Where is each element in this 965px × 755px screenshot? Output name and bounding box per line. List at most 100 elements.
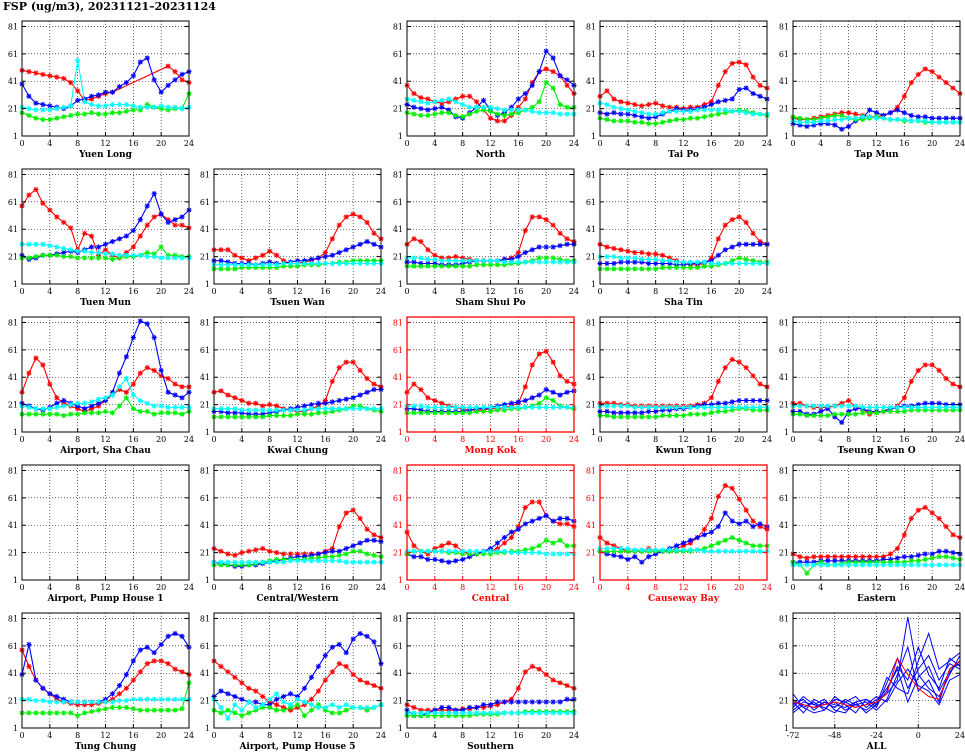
southern-cyan-point-4 [432, 710, 438, 716]
airport-sha-chau-green-point-13 [109, 410, 116, 416]
yuen-long-blue-point-10 [88, 93, 95, 99]
airport-pump-house-1-ytick-label-1: 21 [8, 549, 18, 558]
eastern-cyan-point-2 [804, 562, 810, 568]
tsuen-wan-green-point-2 [225, 266, 231, 272]
tai-po-green-point-5 [632, 119, 638, 125]
causeway-bay-green-point-3 [618, 548, 624, 554]
sha-tin-red-point-4 [625, 248, 631, 254]
tseung-kwan-o-cyan-point-16 [901, 404, 907, 410]
tung-chung-green-point-12 [102, 706, 109, 712]
north-red-point-7 [453, 96, 459, 102]
tung-chung-blue-point-6 [61, 696, 67, 702]
yuen-long-green-point-13 [109, 110, 116, 116]
sham-shui-po-xtick-label-4: 16 [513, 287, 523, 296]
tseung-kwan-o-green-point-12 [873, 410, 880, 416]
tap-mun-cyan-point-14 [887, 116, 894, 123]
eastern-cyan-point-20 [929, 562, 935, 568]
tsuen-wan-cyan-point-1 [218, 262, 224, 268]
tuen-mun-cyan-point-10 [88, 249, 95, 256]
north-red-point-6 [446, 99, 452, 105]
kwai-chung-station-label: Kwai Chung [267, 446, 329, 456]
airport-pump-house-5-green-point-7 [260, 704, 266, 711]
tung-chung-blue-point-22 [172, 630, 178, 637]
yuen-long-blue-point-14 [116, 84, 123, 90]
airport-sha-chau-blue-point-11 [95, 400, 102, 406]
sha-tin-blue-point-7 [646, 260, 652, 267]
airport-sha-chau-green-point-17 [137, 408, 143, 415]
north-blue-point-14 [501, 110, 508, 116]
southern-blue-point-11 [480, 702, 487, 708]
sham-shui-po-cyan-point-16 [515, 259, 521, 265]
kwai-chung-cyan-point-6 [253, 407, 259, 413]
airport-pump-house-5-green-point-3 [232, 710, 238, 716]
yuen-long-cyan-point-7 [68, 103, 74, 109]
mong-kok-green-point-19 [536, 400, 542, 406]
yuen-long-green-point-3 [40, 116, 46, 123]
airport-sha-chau-ytick-label-2: 41 [8, 373, 18, 382]
mong-kok-cyan-point-7 [453, 404, 459, 410]
tai-po-cyan-point-22 [750, 111, 756, 117]
kwun-tong-xtick-label-4: 16 [706, 435, 716, 444]
mong-kok-green-point-10 [473, 408, 480, 415]
causeway-bay-cyan-point-2 [611, 545, 617, 552]
tung-chung-blue-point-5 [54, 693, 60, 700]
airport-sha-chau-blue-point-21 [165, 389, 171, 395]
north-red-point-9 [467, 93, 473, 99]
sham-shui-po-red-point-5 [439, 255, 445, 261]
tai-po-blue-point-15 [701, 104, 707, 110]
tseung-kwan-o-blue-point-6 [832, 414, 838, 420]
sham-shui-po-blue-point-8 [460, 260, 466, 267]
airport-pump-house-5-cyan-point-7 [260, 702, 266, 708]
tung-chung-red-point-22 [172, 666, 178, 672]
all-series-blue-2 [792, 617, 961, 714]
airport-sha-chau-cyan-point-23 [179, 404, 185, 410]
yuen-long-cyan-point-1 [26, 106, 32, 112]
kwai-chung-red-point-3 [232, 395, 238, 401]
airport-sha-chau-ytick-label-3: 61 [8, 346, 18, 355]
tap-mun-green-point-3 [811, 116, 817, 123]
airport-pump-house-5-green-point-18 [336, 710, 342, 716]
causeway-bay-blue-point-2 [611, 552, 617, 558]
tsuen-wan-blue-point-18 [336, 249, 342, 256]
tap-mun-cyan-point-17 [908, 118, 914, 124]
causeway-bay-blue-point-12 [680, 540, 687, 546]
sham-shui-po-cyan-point-3 [425, 256, 431, 262]
airport-sha-chau-cyan-point-2 [33, 406, 39, 412]
yuen-long-cyan-point-14 [116, 101, 123, 108]
north-ytick-label-3: 61 [393, 50, 403, 59]
kwai-chung-green-point-12 [294, 411, 301, 417]
causeway-bay-blue-point-19 [729, 518, 735, 524]
tuen-mun-xtick-label-6: 24 [184, 287, 194, 296]
tap-mun-cyan-point-4 [818, 118, 824, 124]
causeway-bay-cyan-point-1 [604, 545, 610, 552]
tseung-kwan-o-xtick-label-3: 12 [871, 435, 881, 444]
sham-shui-po-cyan-point-1 [411, 255, 417, 261]
tung-chung-cyan-point-23 [179, 696, 185, 702]
north-green-point-12 [487, 108, 494, 114]
north-cyan-point-11 [480, 104, 487, 110]
sham-shui-po-green-point-5 [439, 263, 445, 269]
tuen-mun-blue-point-21 [165, 219, 171, 225]
eastern-series-red-0 [792, 506, 961, 559]
sha-tin-blue-point-21 [743, 241, 749, 247]
tai-po-ytick-label-0: 1 [591, 132, 596, 141]
tseung-kwan-o-cyan-point-20 [929, 404, 935, 410]
sha-tin-xtick-label-1: 4 [625, 287, 630, 296]
tap-mun-cyan-point-12 [873, 115, 880, 121]
central-western-red-point-11 [287, 551, 294, 557]
kwai-chung-blue-point-5 [246, 411, 252, 417]
sha-tin-cyan-point-7 [646, 256, 652, 262]
tap-mun-blue-point-4 [818, 121, 824, 127]
airport-pump-house-5-red-point-17 [329, 669, 335, 675]
airport-sha-chau-cyan-point-3 [40, 406, 46, 412]
airport-sha-chau-cyan-point-13 [109, 392, 116, 398]
airport-sha-chau-station-label: Airport, Sha Chau [59, 446, 151, 456]
tai-po-cyan-point-17 [715, 107, 721, 113]
causeway-bay-red-point-18 [722, 482, 728, 489]
tai-po-cyan-point-11 [673, 108, 680, 114]
tseung-kwan-o-red-point-20 [929, 362, 935, 368]
tsuen-wan-xtick-label-4: 16 [320, 287, 330, 296]
southern-green-point-3 [425, 713, 431, 719]
eastern-cyan-point-11 [866, 562, 873, 568]
kwai-chung-xtick-label-2: 8 [267, 435, 272, 444]
